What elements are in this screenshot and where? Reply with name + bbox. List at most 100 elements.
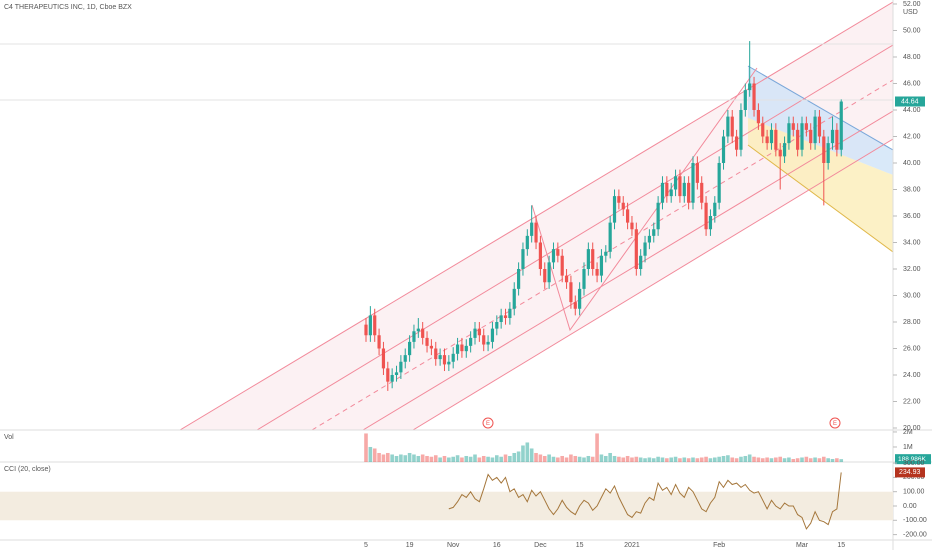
x-tick-label: Dec [534, 542, 547, 549]
volume-bar [617, 456, 621, 462]
candle-body [547, 262, 551, 283]
volume-bar [830, 458, 835, 462]
candle-body [765, 136, 769, 144]
volume-bar [460, 457, 464, 462]
volume-bar [473, 454, 477, 462]
candle-body [691, 162, 695, 203]
x-tick-label: 16 [493, 542, 501, 549]
candle-body [626, 209, 630, 223]
candle-body [617, 196, 621, 203]
candle-body [817, 116, 822, 137]
candle-body [726, 116, 730, 137]
volume-bar [381, 454, 386, 462]
candle-body [560, 255, 564, 276]
y-tick-label: 52.00 [903, 1, 921, 8]
x-tick-label: 2021 [624, 542, 640, 549]
volume-bar [386, 452, 390, 462]
volume-bar [368, 446, 373, 462]
volume-bar [813, 457, 817, 462]
candle-body [673, 176, 678, 190]
candle-body [813, 116, 817, 144]
volume-bar [717, 456, 721, 462]
y-tick-label: 48.00 [903, 54, 921, 61]
volume-bar [433, 455, 438, 462]
volume-bar [643, 458, 647, 462]
y-tick-label: 22.00 [903, 398, 921, 405]
y-tick-label: 32.00 [903, 266, 921, 273]
candle-body [830, 129, 835, 144]
y-tick-label: 30.00 [903, 292, 921, 299]
candle-body [455, 344, 460, 354]
candle-body [578, 288, 582, 309]
volume-bar [442, 455, 447, 462]
volume-bar [708, 458, 713, 462]
x-tick-label: Nov [447, 542, 460, 549]
volume-bar [669, 457, 673, 462]
candle-body [495, 322, 499, 329]
candle-body [586, 249, 590, 269]
volume-bar [521, 445, 525, 462]
candle-body [412, 331, 416, 342]
candle-body [530, 222, 534, 236]
candle-body [591, 249, 595, 269]
volume-bar [778, 456, 782, 462]
candle-body [464, 345, 468, 352]
candle-body [647, 235, 651, 243]
y-tick-label: 34.00 [903, 239, 921, 246]
volume-bar [412, 454, 416, 462]
candle-body [543, 268, 547, 283]
y-tick-label: 100.00 [903, 489, 925, 496]
volume-bar [508, 455, 512, 462]
volume-bar [656, 456, 660, 462]
volume-bar [364, 433, 368, 462]
volume-bar [752, 456, 756, 462]
event-label: E [833, 421, 837, 427]
volume-bar [769, 458, 774, 462]
volume-bar [577, 456, 582, 462]
candle-body [678, 176, 682, 197]
candle-body [604, 251, 608, 256]
candle-body [473, 328, 477, 338]
volume-bar [804, 456, 809, 462]
candle-body [630, 222, 634, 230]
volume-bar [756, 457, 761, 462]
volume-bar [529, 448, 534, 462]
currency: USD [903, 9, 918, 16]
volume-bar [839, 459, 844, 462]
y-tick-label: 36.00 [903, 213, 921, 220]
x-tick-label: 5 [364, 542, 368, 549]
y-tick-label: 26.00 [903, 345, 921, 352]
candle-body [621, 202, 625, 210]
candle-body [377, 335, 381, 349]
cci-readout-box [895, 467, 925, 478]
candle-body [490, 328, 495, 342]
volume-bar [634, 456, 639, 462]
candle-body [451, 353, 455, 362]
event-label: E [486, 421, 490, 427]
candle-body [499, 315, 503, 323]
volume-bar [673, 456, 678, 462]
candle-body [778, 149, 782, 157]
candle-body [656, 202, 660, 230]
candle-body [787, 123, 791, 144]
y-tick-label: 300.00 [903, 460, 925, 467]
volume-bar [638, 457, 643, 462]
x-tick-label: 19 [406, 542, 414, 549]
volume-bar [726, 455, 730, 462]
candle-body [761, 123, 765, 137]
volume-bar [447, 457, 451, 462]
candle-body [748, 83, 752, 91]
y-tick-label: 2M [903, 429, 913, 436]
volume-bar [438, 457, 442, 462]
candle-body [739, 109, 743, 150]
volume-bar [630, 457, 634, 462]
candle-body [534, 222, 538, 243]
y-tick-label: 44.00 [903, 107, 921, 114]
current-price-box [895, 96, 925, 107]
volume-bar [547, 454, 551, 462]
volume-bar [512, 452, 517, 462]
volume-bar [560, 455, 564, 462]
candle-body [713, 202, 717, 216]
volume-bar [826, 458, 830, 462]
volume-bar [390, 454, 394, 462]
